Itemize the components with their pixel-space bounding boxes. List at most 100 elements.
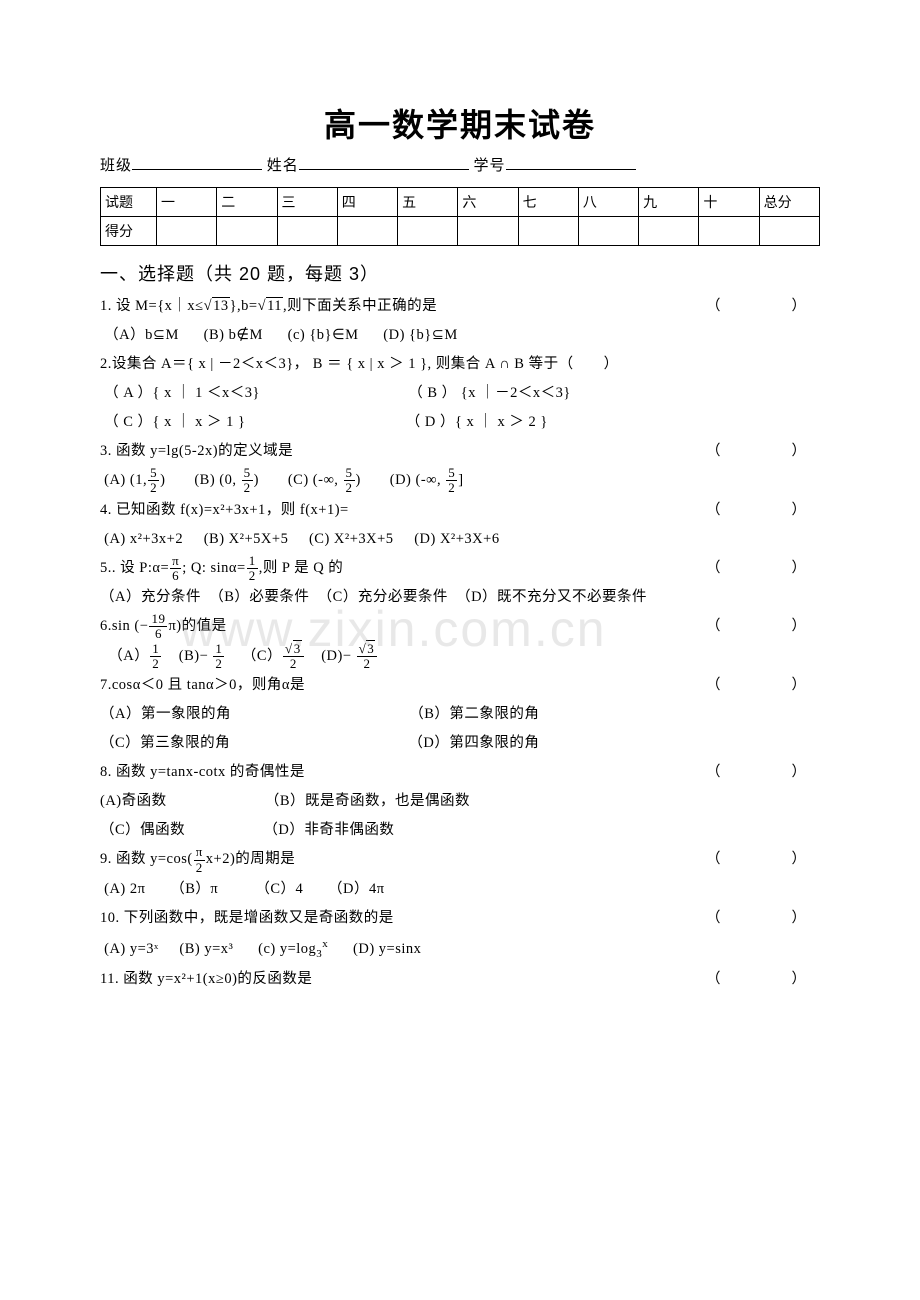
cell bbox=[277, 217, 337, 246]
opt-d: （D）非奇非偶函数 bbox=[263, 822, 394, 838]
cell bbox=[699, 217, 759, 246]
label-class: 班级 bbox=[100, 158, 132, 174]
question-3: 3. 函数 y=lg(5-2x)的定义域是 （ ） bbox=[100, 437, 820, 466]
cell: 十 bbox=[699, 188, 759, 217]
question-6: 6.sin (−196π)的值是 （ ） bbox=[100, 612, 820, 642]
opt-c: （C）偶函数 bbox=[100, 822, 185, 838]
label-name: 姓名 bbox=[267, 158, 299, 174]
cell bbox=[458, 217, 518, 246]
question-7-options2: （C）第三象限的角 （D）第四象限的角 bbox=[100, 729, 820, 758]
cell bbox=[639, 217, 699, 246]
opt-c: （C）第三象限的角 bbox=[100, 735, 230, 751]
answer-paren: （ ） bbox=[706, 554, 820, 583]
opt-b: （B）第二象限的角 bbox=[409, 706, 539, 722]
cell: 九 bbox=[639, 188, 699, 217]
question-7-options: （A）第一象限的角 （B）第二象限的角 bbox=[100, 700, 820, 729]
cell: 二 bbox=[217, 188, 277, 217]
cell: 五 bbox=[398, 188, 458, 217]
opt-c: (C) (-∞, 52) bbox=[288, 472, 361, 488]
question-5: 5.. 设 P:α=π6; Q: sinα=12,则 P 是 Q 的 （ ） bbox=[100, 554, 820, 584]
cell: 三 bbox=[277, 188, 337, 217]
cell: 一 bbox=[157, 188, 217, 217]
opt-a: (A) x²+3x+2 bbox=[104, 531, 183, 547]
opt-b: (B)− 12 bbox=[179, 648, 226, 664]
opt-a: (A)奇函数 bbox=[100, 793, 167, 809]
student-info: 班级 姓名 学号 bbox=[100, 154, 820, 175]
cell bbox=[578, 217, 638, 246]
question-9-options: (A) 2π （B）π （C）4 （D）4π bbox=[100, 875, 820, 904]
question-8-options2: （C）偶函数 （D）非奇非偶函数 bbox=[100, 816, 820, 845]
opt-a: （ A ）{ x ｜ 1 ＜x＜3} bbox=[104, 385, 260, 401]
opt-c: (c) {b}∈M bbox=[288, 327, 359, 343]
sqrt-icon: 11 bbox=[258, 292, 283, 321]
question-3-options: (A) (1,52) (B) (0, 52) (C) (-∞, 52) (D) … bbox=[100, 466, 820, 496]
opt-c: （C）32 bbox=[242, 648, 305, 664]
answer-paren: （ ） bbox=[706, 965, 820, 994]
answer-paren: （ ） bbox=[706, 671, 820, 700]
cell bbox=[157, 217, 217, 246]
question-10: 10. 下列函数中，既是增函数又是奇函数的是 （ ） bbox=[100, 904, 820, 933]
opt-d: （D）第四象限的角 bbox=[408, 735, 539, 751]
question-6-options: （A）12 (B)− 12 （C）32 (D)− 32 bbox=[100, 642, 820, 672]
page-title: 高一数学期末试卷 bbox=[100, 100, 820, 146]
question-5-options: （A）充分条件 （B）必要条件 （C）充分必要条件 （D）既不充分又不必要条件 bbox=[100, 583, 820, 612]
question-7: 7.cosα＜0 且 tanα＞0，则角α是 （ ） bbox=[100, 671, 820, 700]
cell: 得分 bbox=[101, 217, 157, 246]
opt-a: (A) y=3ˣ bbox=[104, 941, 159, 957]
answer-paren: （ ） bbox=[706, 904, 820, 933]
section-heading: 一、选择题（共 20 题，每题 3） bbox=[100, 260, 820, 286]
opt-b: (B) X²+5X+5 bbox=[204, 531, 289, 547]
question-8: 8. 函数 y=tanx-cotx 的奇偶性是 （ ） bbox=[100, 758, 820, 787]
answer-paren: （ ） bbox=[706, 437, 820, 466]
opt-d: (D) X²+3X+6 bbox=[414, 531, 499, 547]
table-row: 试题 一 二 三 四 五 六 七 八 九 十 总分 bbox=[101, 188, 820, 217]
opt-a: （A）第一象限的角 bbox=[100, 706, 231, 722]
answer-paren: （ ） bbox=[706, 496, 820, 525]
cell bbox=[398, 217, 458, 246]
blank-no bbox=[506, 154, 636, 170]
opt-b: （B）必要条件 bbox=[209, 589, 309, 605]
question-9: 9. 函数 y=cos(π2x+2)的周期是 （ ） bbox=[100, 845, 820, 875]
opt-d: （ D ）{ x ｜ x ＞ 2 } bbox=[406, 414, 548, 430]
cell bbox=[217, 217, 277, 246]
cell bbox=[518, 217, 578, 246]
page: 高一数学期末试卷 班级 姓名 学号 试题 一 二 三 四 五 六 七 八 九 十… bbox=[0, 0, 920, 1034]
score-table: 试题 一 二 三 四 五 六 七 八 九 十 总分 得分 bbox=[100, 187, 820, 246]
question-11: 11. 函数 y=x²+1(x≥0)的反函数是 （ ） bbox=[100, 965, 820, 994]
opt-a: （A）12 bbox=[108, 648, 162, 664]
cell: 四 bbox=[337, 188, 397, 217]
answer-paren: （ ） bbox=[706, 845, 820, 874]
answer-paren: （ ） bbox=[706, 758, 820, 787]
cell: 七 bbox=[518, 188, 578, 217]
answer-paren: （ ） bbox=[706, 292, 820, 321]
opt-c: （C）4 bbox=[255, 881, 303, 897]
opt-b: （ B ） {x ｜－2＜x＜3} bbox=[408, 385, 571, 401]
question-2: 2.设集合 A＝{ x | －2＜x＜3}， B ＝ { x | x ＞ 1 }… bbox=[100, 350, 820, 379]
cell bbox=[759, 217, 819, 246]
opt-b: （B）π bbox=[170, 881, 218, 897]
opt-d: (D) (-∞, 52] bbox=[390, 472, 464, 488]
cell bbox=[337, 217, 397, 246]
table-row: 得分 bbox=[101, 217, 820, 246]
opt-b: (B) b∉M bbox=[204, 327, 263, 343]
opt-a: (A) 2π bbox=[104, 881, 145, 897]
answer-paren: （ ） bbox=[706, 612, 820, 641]
blank-class bbox=[132, 154, 262, 170]
sqrt-icon: 13 bbox=[204, 292, 230, 321]
opt-a: (A) (1,52) bbox=[104, 472, 165, 488]
opt-a: （A）充分条件 bbox=[100, 589, 201, 605]
opt-d: (D) {b}⊆M bbox=[383, 327, 457, 343]
opt-b: (B) y=x³ bbox=[179, 941, 233, 957]
question-8-options: (A)奇函数 （B）既是奇函数，也是偶函数 bbox=[100, 787, 820, 816]
opt-d: （D）4π bbox=[328, 881, 385, 897]
opt-b: (B) (0, 52) bbox=[194, 472, 259, 488]
opt-d: (D) y=sinx bbox=[353, 941, 421, 957]
cell: 八 bbox=[578, 188, 638, 217]
cell: 试题 bbox=[101, 188, 157, 217]
question-1: 1. 设 M={x｜x≤13},b=11,则下面关系中正确的是 （ ） bbox=[100, 292, 820, 321]
question-10-options: (A) y=3ˣ (B) y=x³ (c) y=log3x (D) y=sinx bbox=[100, 933, 820, 965]
question-4: 4. 已知函数 f(x)=x²+3x+1，则 f(x+1)= （ ） bbox=[100, 496, 820, 525]
opt-a: （A）b⊆M bbox=[104, 327, 179, 343]
cell: 总分 bbox=[759, 188, 819, 217]
opt-b: （B）既是奇函数，也是偶函数 bbox=[265, 793, 470, 809]
